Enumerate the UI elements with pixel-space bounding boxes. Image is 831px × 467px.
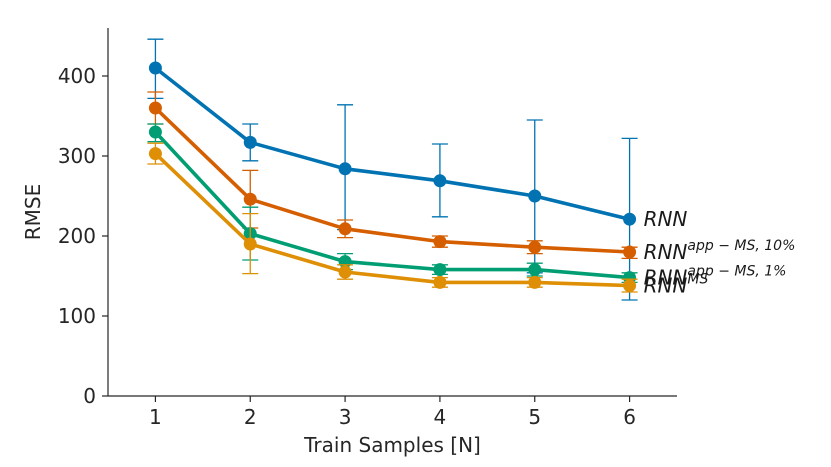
data-point — [528, 189, 542, 203]
y-tick-label: 400 — [58, 64, 96, 88]
x-tick-label: 2 — [244, 405, 257, 429]
y-tick-label: 0 — [83, 384, 96, 408]
data-point — [528, 240, 542, 254]
data-point — [148, 147, 162, 161]
x-axis-label: Train Samples [N] — [303, 433, 481, 457]
y-axis-ticks: 0 100 200 300 400 — [58, 64, 108, 408]
series-group — [147, 142, 638, 293]
data-point — [338, 265, 352, 279]
data-point — [243, 135, 257, 149]
series-label: RNNapp − MS, 10% — [644, 238, 796, 264]
data-point — [243, 192, 257, 206]
series-line — [153, 130, 632, 280]
data-point — [623, 212, 637, 226]
x-tick-label: 5 — [528, 405, 541, 429]
data-point — [148, 101, 162, 115]
x-axis-ticks: 1 2 3 4 5 6 — [149, 396, 636, 429]
data-point — [338, 162, 352, 176]
x-tick-label: 4 — [434, 405, 447, 429]
x-tick-label: 1 — [149, 405, 162, 429]
x-tick-label: 3 — [339, 405, 352, 429]
data-point — [528, 275, 542, 289]
data-point — [433, 174, 447, 188]
data-point — [433, 235, 447, 249]
series-label: RNN — [644, 207, 688, 231]
data-point — [623, 245, 637, 259]
series-label: RNNapp − MS, 1% — [644, 264, 787, 290]
x-tick-label: 6 — [623, 405, 636, 429]
series-line — [153, 106, 632, 254]
y-tick-label: 100 — [58, 304, 96, 328]
data-point — [433, 275, 447, 289]
data-point — [433, 263, 447, 277]
series-group — [147, 38, 638, 301]
series-line — [153, 66, 632, 221]
y-axis-label: RMSE — [21, 184, 45, 240]
data-point — [623, 279, 637, 293]
y-tick-label: 200 — [58, 224, 96, 248]
data-point — [528, 263, 542, 277]
data-point — [338, 222, 352, 236]
data-point — [243, 237, 257, 251]
series-label: RNNMS — [644, 272, 709, 298]
y-tick-label: 300 — [58, 144, 96, 168]
series-group — [147, 91, 638, 260]
data-point — [148, 61, 162, 75]
series-labels: RNN RNNapp − MS, 10%RNNapp − MS, 1%RNNMS — [644, 207, 796, 297]
data-point — [148, 125, 162, 139]
series-line — [153, 151, 632, 288]
series-layer — [147, 38, 638, 301]
